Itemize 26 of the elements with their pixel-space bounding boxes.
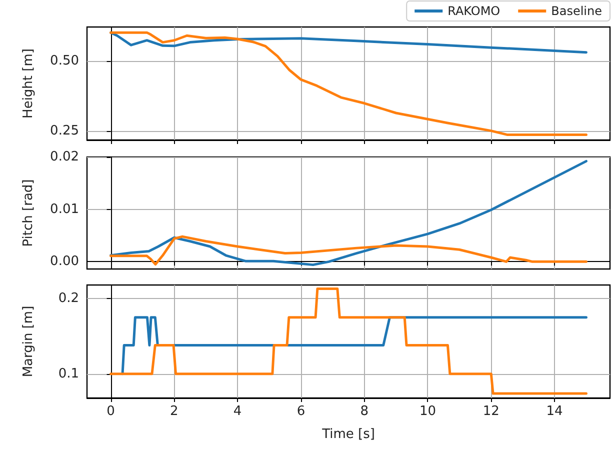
- x-tick-label: 8: [360, 404, 368, 419]
- y-axis-title: Pitch [rad]: [21, 179, 36, 247]
- x-tick-label: 12: [482, 404, 500, 419]
- y-tick-label: 0.01: [50, 202, 79, 217]
- line-series: [110, 31, 588, 54]
- x-axis-title: Time [s]: [321, 427, 375, 442]
- line-series: [110, 160, 588, 266]
- y-axis-title: Height [m]: [21, 48, 36, 118]
- legend-label: Baseline: [551, 4, 602, 18]
- x-tick-label: 14: [546, 404, 563, 419]
- x-tick-label: 6: [296, 404, 306, 419]
- y-tick-label: 0.1: [58, 366, 79, 382]
- x-tick-label: 4: [233, 404, 242, 419]
- line-series: [110, 288, 588, 395]
- y-tick-label: 0.02: [50, 150, 79, 164]
- y-tick-label: 0.50: [50, 54, 79, 69]
- line-series: [110, 31, 588, 136]
- x-tick-label: 2: [170, 404, 178, 419]
- x-tick-label: 10: [419, 404, 436, 419]
- y-axis-title: Margin [m]: [21, 306, 36, 378]
- line-series: [110, 235, 588, 266]
- x-tick-label: 0: [106, 404, 115, 419]
- y-tick-label: 0.00: [50, 254, 79, 270]
- y-tick-label: 0.2: [58, 291, 79, 306]
- y-tick-label: 0.25: [50, 123, 79, 138]
- legend-label: RAKOMO: [448, 4, 500, 18]
